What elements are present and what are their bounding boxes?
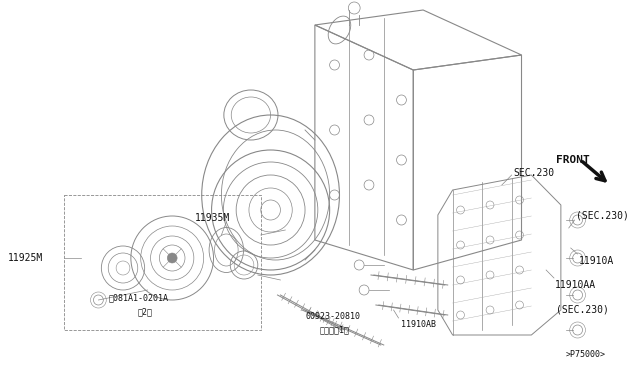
Text: 11935M: 11935M [195, 213, 230, 223]
Text: SEC.230: SEC.230 [514, 168, 555, 178]
Text: (SEC.230): (SEC.230) [556, 305, 609, 315]
Text: 11925M: 11925M [8, 253, 43, 263]
Circle shape [359, 285, 369, 295]
Circle shape [93, 295, 103, 305]
Text: リング（1）: リング（1） [320, 325, 350, 334]
Bar [64, 195, 260, 330]
Circle shape [573, 253, 582, 263]
Circle shape [573, 290, 582, 300]
Text: 【2】: 【2】 [138, 307, 153, 316]
Text: 00923-20810: 00923-20810 [305, 312, 360, 321]
Text: (SEC.230): (SEC.230) [575, 210, 628, 220]
Circle shape [573, 325, 582, 335]
Text: 11910AA: 11910AA [555, 280, 596, 290]
Text: FRONT: FRONT [556, 155, 589, 165]
Text: 11910AB: 11910AB [401, 320, 436, 329]
Text: 11910A: 11910A [579, 256, 614, 266]
Circle shape [167, 253, 177, 263]
Text: ⒲081A1-0201A: ⒲081A1-0201A [108, 293, 168, 302]
Circle shape [354, 260, 364, 270]
Circle shape [573, 215, 582, 225]
Text: >P75000>: >P75000> [566, 350, 606, 359]
